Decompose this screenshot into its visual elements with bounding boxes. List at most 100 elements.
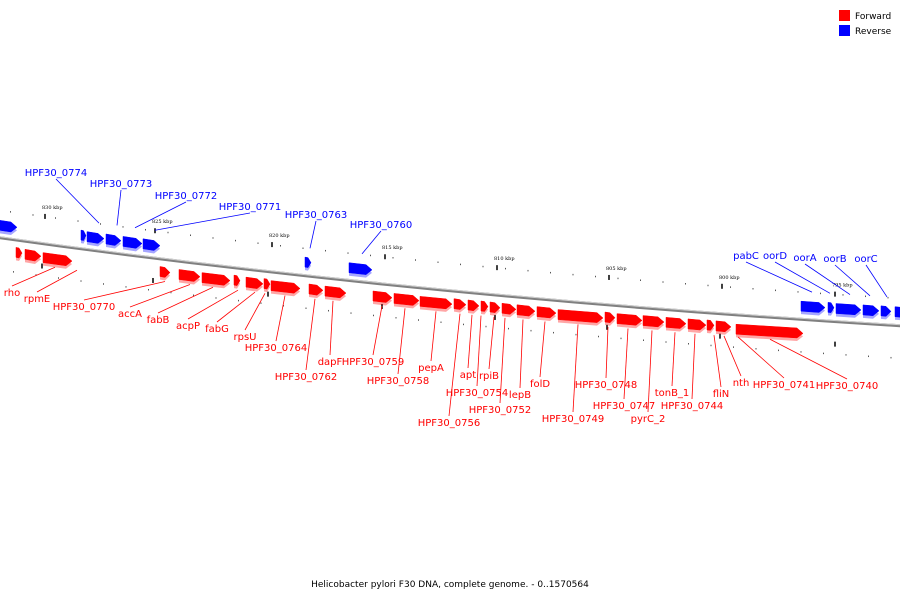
gene-forward-hpf30-0756 [419, 296, 453, 312]
gene-forward-pyrc-2 [616, 313, 643, 329]
scale-minor-dot [193, 294, 194, 297]
gene-arrows [0, 220, 900, 341]
legend-forward-label: Forward [855, 12, 891, 22]
svg-text:acpP: acpP [176, 321, 200, 332]
scale-minor-dot [508, 327, 509, 330]
scale-minor-dot [325, 249, 326, 252]
svg-text:HPF30_0752: HPF30_0752 [469, 405, 531, 416]
gene-label-hpf30-0772: HPF30_0772 [134, 191, 217, 229]
svg-text:HPF30_0759: HPF30_0759 [342, 357, 404, 368]
scale-minor-dot [553, 331, 554, 334]
gene-forward-fabb [178, 269, 201, 285]
gene-forward-hpf30-0741 [715, 320, 732, 335]
svg-text:pabC: pabC [733, 251, 759, 262]
gene-label-apt: apt [460, 314, 476, 381]
gene-label-pabc: pabC [733, 251, 813, 293]
scale-minor-dot [235, 239, 236, 242]
scale-minor-dot [505, 267, 506, 270]
scale-minor-dot [415, 259, 416, 261]
svg-text:HPF30_0741: HPF30_0741 [753, 380, 815, 391]
scale-minor-dot [620, 337, 622, 340]
svg-text:HPF30_0740: HPF30_0740 [816, 381, 878, 392]
gene-label-acpp: acpP [176, 289, 239, 332]
legend: Forward Reverse [839, 10, 892, 37]
backbone-highlight [0, 236, 900, 326]
scale-minor-dot [617, 277, 619, 280]
gene-label-hpf30-0744: HPF30_0744 [661, 333, 723, 412]
gene-label-hpf30-0741: HPF30_0741 [737, 336, 815, 391]
scale-minor-dot [595, 275, 596, 278]
scale-minor-dot [755, 348, 757, 350]
gene-label-hpf30-0754: HPF30_0754 [446, 315, 508, 399]
gene-label-oorb: oorB [823, 254, 871, 297]
svg-text:dapF: dapF [318, 357, 343, 368]
gene-label-hpf30-0759: HPF30_0759 [342, 305, 404, 368]
svg-text:HPF30_0760: HPF30_0760 [350, 220, 412, 231]
gene-label-lepb: lepB [509, 319, 531, 401]
gene-reverse-0 [0, 220, 18, 236]
svg-text:oorB: oorB [823, 254, 846, 265]
gene-reverse-13 [894, 306, 900, 321]
legend-forward-swatch [839, 10, 850, 21]
scale-minor-dot [575, 333, 577, 336]
svg-text:HPF30_0773: HPF30_0773 [90, 179, 152, 190]
scale-minor-dot [550, 271, 551, 274]
gene-label-flin: fliN [713, 335, 730, 400]
gene-reverse-10 [835, 303, 862, 318]
scale-minor-dot [868, 355, 869, 358]
genome-caption: Helicobacter pylori F30 DNA, complete ge… [311, 580, 589, 590]
gene-label-hpf30-0773: HPF30_0773 [90, 179, 152, 226]
gene-reverse-5 [142, 238, 161, 254]
svg-text:pepA: pepA [418, 363, 444, 374]
scale-minor-dot [212, 237, 214, 239]
svg-text:HPF30_0749: HPF30_0749 [542, 414, 604, 425]
gene-reverse-8 [800, 300, 826, 316]
gene-forward-pepa [393, 293, 420, 309]
gene-reverse-9 [827, 302, 835, 316]
scale-tick-label: 800 kbp [719, 275, 740, 281]
gene-forward-hpf30-0749 [536, 306, 557, 321]
gene-label-nth: nth [723, 335, 749, 389]
gene-label-fabb: fabB [147, 286, 214, 326]
gene-forward-hpf30-0747 [604, 311, 616, 326]
backbone-line [0, 236, 900, 328]
gene-forward-hpf30-0754 [467, 299, 480, 314]
gene-forward-dapf [308, 283, 324, 299]
svg-text:rpmE: rpmE [24, 294, 51, 305]
gene-forward-hpf30-0759 [324, 285, 347, 301]
scale-minor-dot [688, 343, 689, 345]
gene-label-hpf30-0748: HPF30_0748 [575, 326, 637, 391]
scale-minor-dot [395, 317, 397, 319]
gene-reverse-2 [86, 231, 105, 247]
scale-minor-dot [797, 291, 799, 293]
gene-label-hpf30-0740: HPF30_0740 [769, 338, 878, 392]
svg-text:tonB_1: tonB_1 [655, 388, 690, 399]
scale-tick-label: 815 kbp [382, 245, 403, 251]
legend-reverse-swatch [839, 25, 850, 36]
scale-minor-dot [640, 279, 641, 281]
gene-reverse-7 [348, 262, 373, 278]
scale-minor-dot [10, 211, 11, 213]
svg-text:oorA: oorA [793, 253, 816, 264]
svg-text:fliN: fliN [713, 389, 730, 400]
svg-text:HPF30_0762: HPF30_0762 [275, 372, 337, 383]
gene-label-dapf: dapF [318, 300, 343, 368]
gene-label-fabg: fabG [205, 291, 256, 335]
gene-reverse-3 [105, 233, 122, 249]
scale-tick-label: 825 kbp [152, 219, 173, 225]
gene-reverse-4 [122, 236, 143, 252]
svg-text:oorD: oorD [763, 251, 787, 262]
scale-tick-label: 810 kbp [494, 256, 515, 262]
scale-minor-dot [122, 226, 124, 228]
scale-minor-dot [482, 265, 484, 268]
scale-minor-dot [167, 231, 169, 234]
scale-minor-dot [148, 288, 149, 291]
scale-minor-dot [100, 223, 101, 225]
scale-minor-dot [215, 297, 217, 299]
scale-minor-dot [77, 220, 79, 222]
svg-text:HPF30_0754: HPF30_0754 [446, 388, 508, 399]
gene-forward-rpsu [245, 276, 264, 292]
scale-minor-dot [463, 323, 464, 326]
scale-minor-dot [662, 281, 664, 283]
